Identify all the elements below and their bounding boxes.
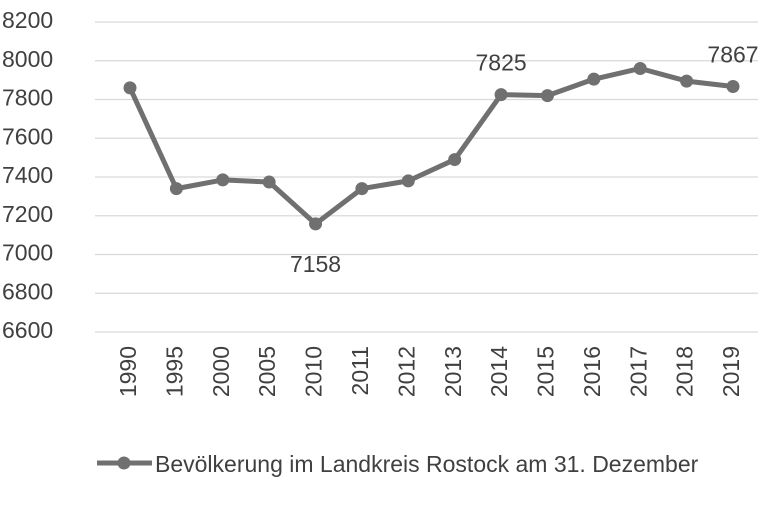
x-tick-label: 2018 xyxy=(672,346,698,397)
x-tick-label: 2010 xyxy=(301,346,327,397)
marker xyxy=(216,173,230,187)
data-label: 7867 xyxy=(707,42,758,68)
marker xyxy=(123,81,137,95)
x-tick-label: 2005 xyxy=(254,346,280,397)
y-tick-label: 6800 xyxy=(2,278,53,304)
y-tick-label: 7200 xyxy=(2,201,53,227)
line xyxy=(127,66,734,227)
x-tick-label: 2011 xyxy=(347,346,373,395)
legend-marker xyxy=(117,456,131,470)
marker xyxy=(540,89,554,103)
legend-label: Bevölkerung im Landkreis Rostock am 31. … xyxy=(155,451,699,477)
marker xyxy=(401,174,415,188)
marker xyxy=(262,175,276,189)
marker xyxy=(169,182,183,196)
y-tick-label: 7800 xyxy=(2,85,53,111)
marker xyxy=(680,74,694,88)
marker xyxy=(355,182,369,196)
marker xyxy=(633,62,647,75)
y-tick-label: 7600 xyxy=(2,123,53,149)
marker xyxy=(309,217,323,231)
y-tick-label: 8200 xyxy=(2,7,53,33)
x-tick-label: 1990 xyxy=(115,346,141,397)
marker xyxy=(448,153,462,167)
x-tick-label: 2015 xyxy=(533,346,559,397)
marker xyxy=(726,80,740,94)
x-tick-label: 2019 xyxy=(718,346,744,397)
x-tick-label: 2012 xyxy=(393,346,419,397)
x-tick-label: 2013 xyxy=(440,346,466,397)
x-tick-label: 2014 xyxy=(486,346,512,397)
x-tick-label: 1995 xyxy=(161,346,187,397)
data-label: 7825 xyxy=(475,50,526,76)
y-tick-label: 6600 xyxy=(2,317,53,343)
y-tick-label: 8000 xyxy=(2,46,53,72)
y-tick-label: 7000 xyxy=(2,240,53,266)
marker xyxy=(494,88,508,102)
data-label: 7158 xyxy=(290,251,341,277)
x-tick-label: 2000 xyxy=(208,346,234,397)
marker xyxy=(587,72,601,86)
x-tick-label: 2017 xyxy=(625,346,651,397)
y-tick-label: 7400 xyxy=(2,162,53,188)
x-tick-label: 2016 xyxy=(579,346,605,397)
